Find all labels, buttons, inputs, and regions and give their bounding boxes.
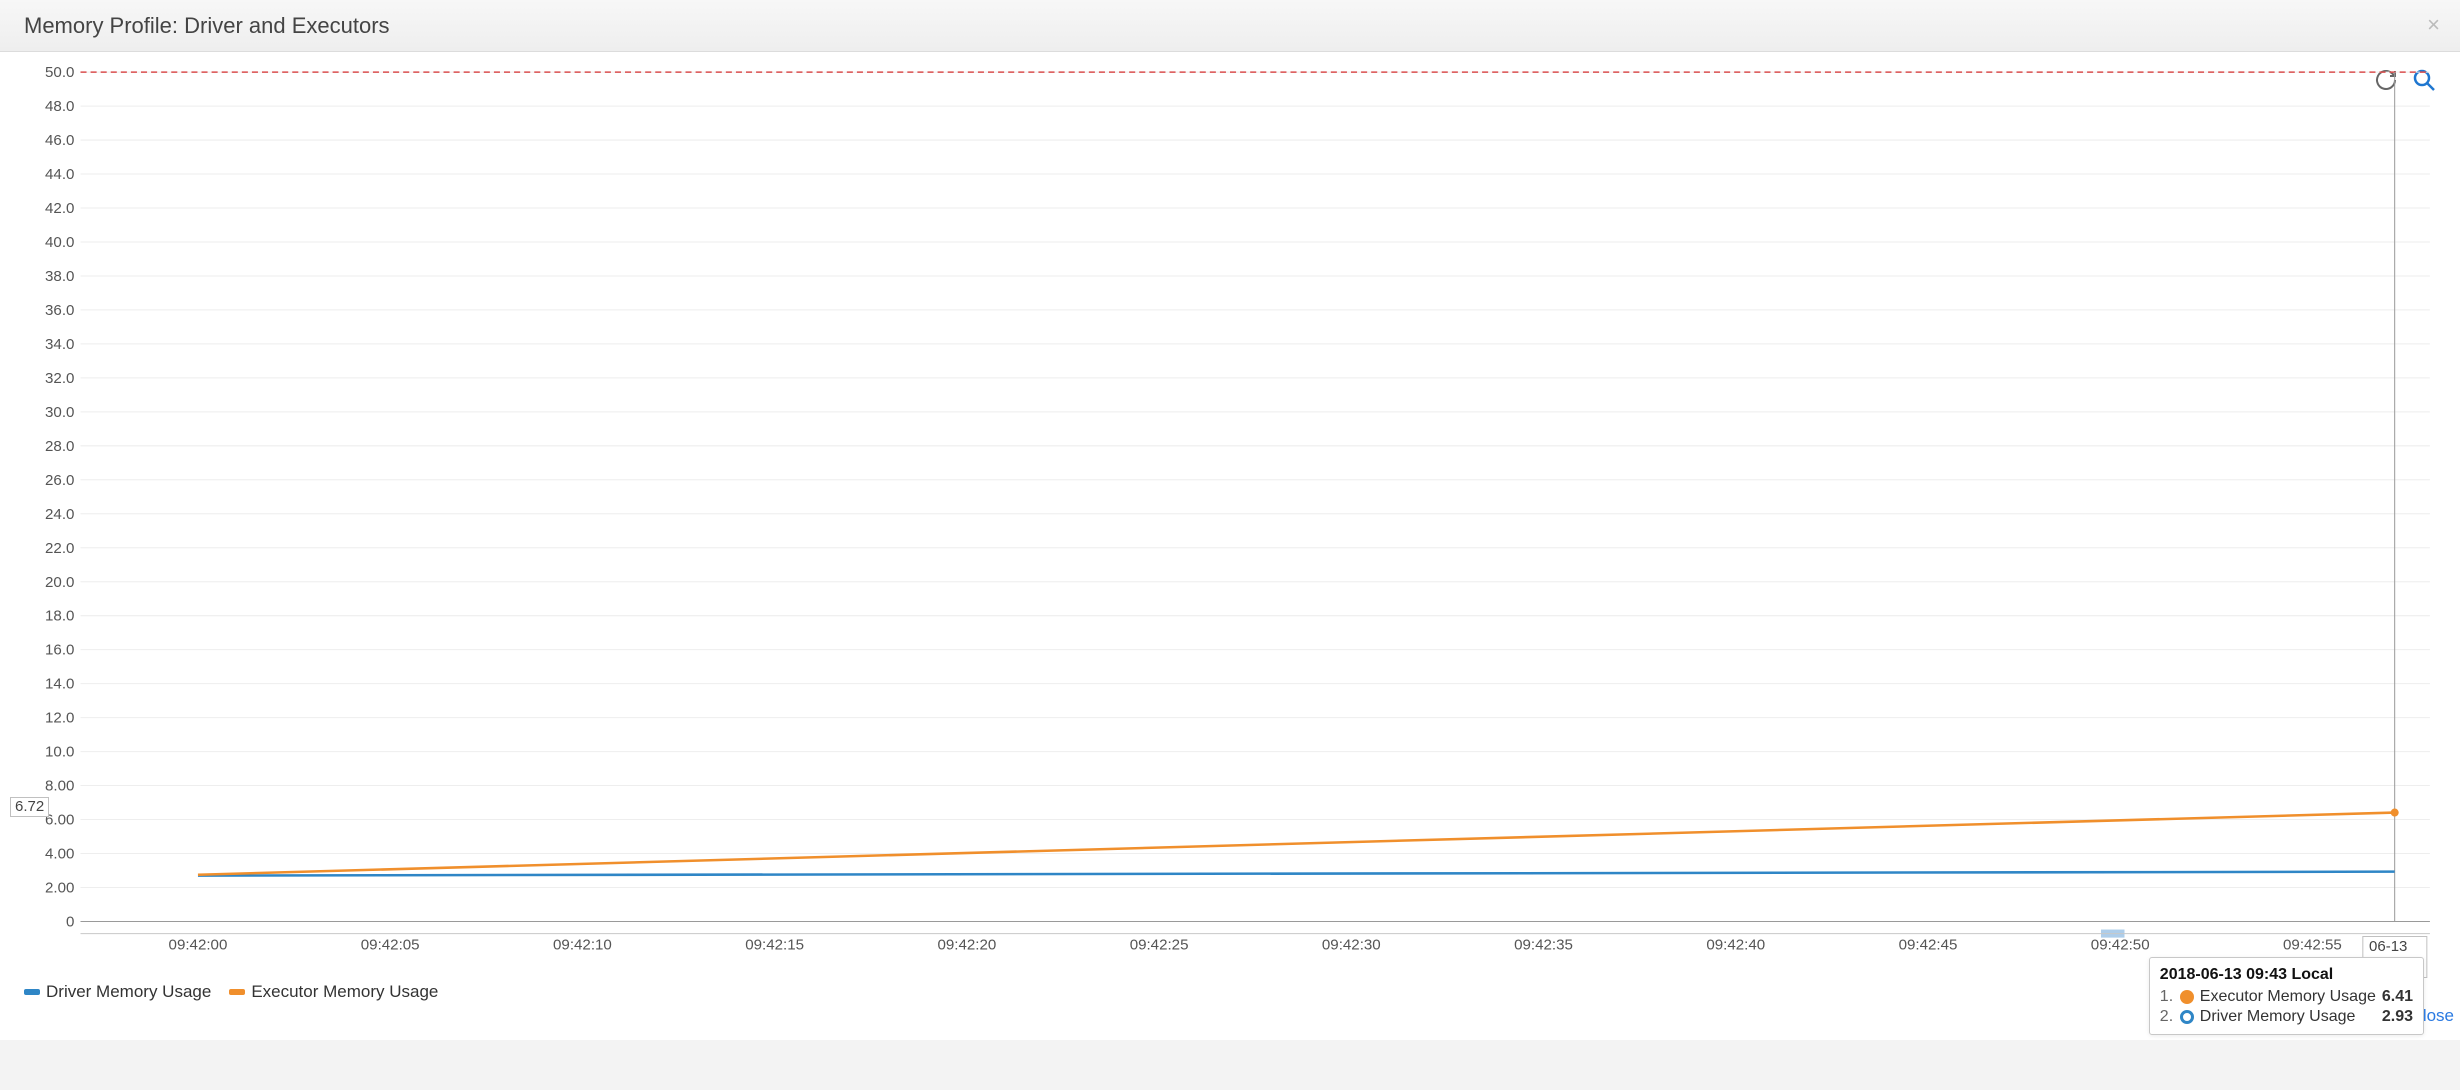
tooltip-value: 2.93 [2382,1008,2413,1026]
svg-text:38.0: 38.0 [45,268,74,285]
svg-text:28.0: 28.0 [45,438,74,455]
svg-text:09:42:15: 09:42:15 [745,937,804,954]
svg-text:48.0: 48.0 [45,98,74,115]
chart-tooltip: 2018-06-13 09:43 Local 1. Executor Memor… [2149,957,2424,1035]
svg-text:0: 0 [66,913,74,930]
svg-text:24.0: 24.0 [45,506,74,523]
tooltip-value: 6.41 [2382,988,2413,1006]
svg-text:09:42:40: 09:42:40 [1706,937,1765,954]
tooltip-title: 2018-06-13 09:43 Local [2160,966,2413,984]
tooltip-row: 1. Executor Memory Usage 6.41 [2160,988,2413,1006]
svg-text:09:42:35: 09:42:35 [1514,937,1573,954]
chart-legend: Driver Memory Usage Executor Memory Usag… [24,982,438,1002]
svg-text:18.0: 18.0 [45,608,74,625]
svg-text:42.0: 42.0 [45,200,74,217]
legend-label: Executor Memory Usage [251,982,438,1002]
close-link[interactable]: lose [2423,1006,2454,1026]
page-title: Memory Profile: Driver and Executors [24,13,390,39]
tooltip-row: 2. Driver Memory Usage 2.93 [2160,1008,2413,1026]
svg-text:8.00: 8.00 [45,778,74,795]
svg-text:09:42:20: 09:42:20 [937,937,996,954]
svg-text:09:42:50: 09:42:50 [2091,937,2150,954]
svg-text:09:42:05: 09:42:05 [361,937,420,954]
legend-swatch-icon [229,989,245,995]
svg-text:09:42:00: 09:42:00 [169,937,228,954]
svg-text:20.0: 20.0 [45,574,74,591]
footer-band [0,1040,2460,1090]
svg-text:09:42:25: 09:42:25 [1130,937,1189,954]
legend-item-driver[interactable]: Driver Memory Usage [24,982,211,1002]
close-icon[interactable]: × [2427,12,2440,38]
svg-text:22.0: 22.0 [45,540,74,557]
svg-text:12.0: 12.0 [45,710,74,727]
svg-text:32.0: 32.0 [45,370,74,387]
legend-swatch-icon [24,989,40,995]
legend-label: Driver Memory Usage [46,982,211,1002]
svg-text:09:42:10: 09:42:10 [553,937,612,954]
svg-text:09:42:45: 09:42:45 [1899,937,1958,954]
svg-text:2.00: 2.00 [45,880,74,897]
svg-text:14.0: 14.0 [45,676,74,693]
svg-text:09:42:55: 09:42:55 [2283,937,2342,954]
svg-text:30.0: 30.0 [45,404,74,421]
svg-text:10.0: 10.0 [45,744,74,761]
svg-text:50.0: 50.0 [45,64,74,81]
circle-marker-icon [2180,1010,2194,1024]
y-axis-callout: 6.72 [10,797,49,817]
svg-text:36.0: 36.0 [45,302,74,319]
chart-plot[interactable]: 0 2.00 4.00 6.00 8.00 10.0 12.0 14.0 16.0 18.0 20.… [20,62,2440,972]
header-bar: Memory Profile: Driver and Executors × [0,0,2460,52]
svg-text:26.0: 26.0 [45,472,74,489]
svg-text:09:42:30: 09:42:30 [1322,937,1381,954]
svg-text:16.0: 16.0 [45,642,74,659]
tooltip-label: Executor Memory Usage [2200,988,2376,1006]
tooltip-index: 2. [2160,1008,2174,1026]
tooltip-label: Driver Memory Usage [2200,1008,2356,1026]
svg-text:46.0: 46.0 [45,132,74,149]
svg-text:40.0: 40.0 [45,234,74,251]
circle-marker-icon [2180,990,2194,1004]
svg-text:6.00: 6.00 [45,812,74,829]
tooltip-index: 1. [2160,988,2174,1006]
legend-item-executor[interactable]: Executor Memory Usage [229,982,438,1002]
svg-text:4.00: 4.00 [45,846,74,863]
chart-area: 0 2.00 4.00 6.00 8.00 10.0 12.0 14.0 16.0 18.0 20.… [0,52,2460,1040]
svg-text:44.0: 44.0 [45,166,74,183]
svg-text:34.0: 34.0 [45,336,74,353]
